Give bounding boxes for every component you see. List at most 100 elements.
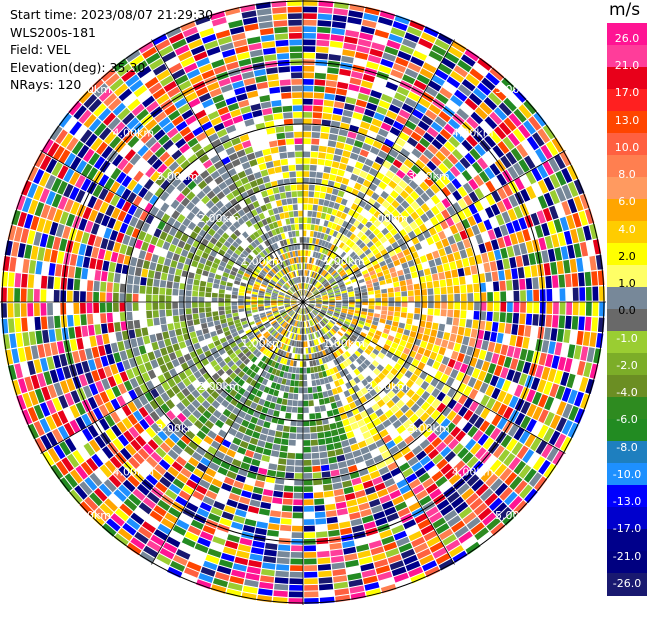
velocity-gate (435, 441, 447, 453)
velocity-gate (350, 591, 366, 601)
velocity-gate (213, 278, 221, 285)
velocity-gate (330, 429, 339, 437)
velocity-gate (27, 183, 38, 199)
velocity-gate (260, 362, 267, 370)
velocity-gate (457, 382, 467, 394)
velocity-gate (157, 374, 167, 384)
velocity-gate (39, 402, 51, 417)
velocity-gate (396, 478, 408, 489)
velocity-gate (392, 21, 408, 31)
velocity-gate (342, 540, 355, 549)
velocity-gate (491, 400, 502, 413)
velocity-gate (163, 471, 176, 483)
velocity-gate (45, 158, 58, 174)
velocity-gate (159, 151, 171, 163)
velocity-gate (285, 307, 292, 311)
velocity-gate (493, 226, 503, 239)
velocity-gate (494, 482, 508, 497)
velocity-gate (477, 370, 487, 382)
velocity-gate (336, 277, 342, 283)
velocity-gate (363, 272, 370, 279)
velocity-gate (357, 347, 364, 354)
velocity-gate (383, 116, 395, 126)
velocity-gate (524, 433, 536, 448)
velocity-gate (303, 177, 309, 184)
velocity-gate (20, 303, 27, 317)
velocity-gate (372, 140, 383, 150)
velocity-gate (185, 296, 192, 302)
velocity-gate (561, 167, 573, 183)
velocity-gate (473, 283, 480, 293)
velocity-gate (18, 378, 28, 394)
velocity-gate (446, 410, 457, 421)
velocity-gate (261, 495, 273, 503)
velocity-gate (520, 415, 531, 429)
velocity-gate (396, 536, 410, 547)
velocity-gate (376, 271, 384, 278)
velocity-gate (131, 228, 141, 239)
colorbar-swatch (607, 45, 647, 68)
velocity-gate (104, 498, 118, 512)
velocity-gate (457, 326, 465, 336)
velocity-gate (132, 293, 139, 302)
velocity-gate (184, 92, 198, 103)
velocity-gate (245, 84, 257, 92)
velocity-gate (463, 354, 472, 365)
velocity-gate (552, 315, 559, 328)
velocity-gate (224, 345, 232, 352)
velocity-gate (253, 68, 266, 77)
velocity-gate (593, 348, 602, 364)
velocity-gate (390, 467, 402, 477)
velocity-gate (328, 456, 337, 464)
velocity-gate (303, 453, 312, 460)
velocity-gate (354, 340, 361, 347)
velocity-gate (66, 378, 76, 392)
velocity-gate (514, 177, 525, 191)
velocity-gate (377, 352, 385, 360)
velocity-gate (270, 360, 277, 368)
velocity-gate (326, 340, 332, 347)
velocity-gate (50, 464, 64, 480)
velocity-gate (61, 457, 74, 472)
velocity-gate (371, 504, 383, 514)
velocity-gate (230, 364, 238, 372)
velocity-gate (573, 179, 585, 195)
velocity-gate (303, 289, 305, 296)
velocity-gate (244, 399, 253, 407)
velocity-gate (419, 495, 432, 506)
velocity-gate (481, 252, 489, 263)
velocity-gate (559, 302, 566, 315)
velocity-gate (396, 153, 407, 163)
velocity-gate (436, 499, 450, 511)
velocity-gate (88, 98, 102, 113)
velocity-gate (532, 391, 542, 406)
velocity-gate (43, 343, 52, 357)
velocity-gate (205, 467, 217, 478)
velocity-gate (235, 259, 243, 266)
velocity-gate (413, 283, 420, 290)
velocity-gate (553, 370, 563, 385)
velocity-gate (210, 170, 220, 180)
colorbar-swatch (607, 551, 647, 574)
velocity-gate (464, 266, 472, 276)
velocity-gate (273, 235, 280, 242)
velocity-gate (279, 212, 285, 220)
velocity-gate (340, 156, 349, 164)
velocity-gate (207, 355, 215, 363)
velocity-gate (318, 313, 324, 318)
velocity-gate (228, 152, 239, 162)
velocity-gate (313, 309, 319, 314)
velocity-gate (142, 443, 154, 455)
velocity-gate (353, 220, 361, 228)
velocity-gate (110, 363, 119, 375)
velocity-gate (239, 253, 247, 260)
velocity-gate (56, 251, 65, 264)
velocity-gate (428, 259, 436, 268)
velocity-gate (274, 314, 281, 318)
velocity-gate (454, 525, 469, 539)
velocity-gate (349, 233, 356, 241)
velocity-gate (141, 372, 151, 383)
velocity-gate (338, 269, 345, 275)
velocity-gate (252, 339, 259, 346)
velocity-gate (441, 406, 452, 417)
